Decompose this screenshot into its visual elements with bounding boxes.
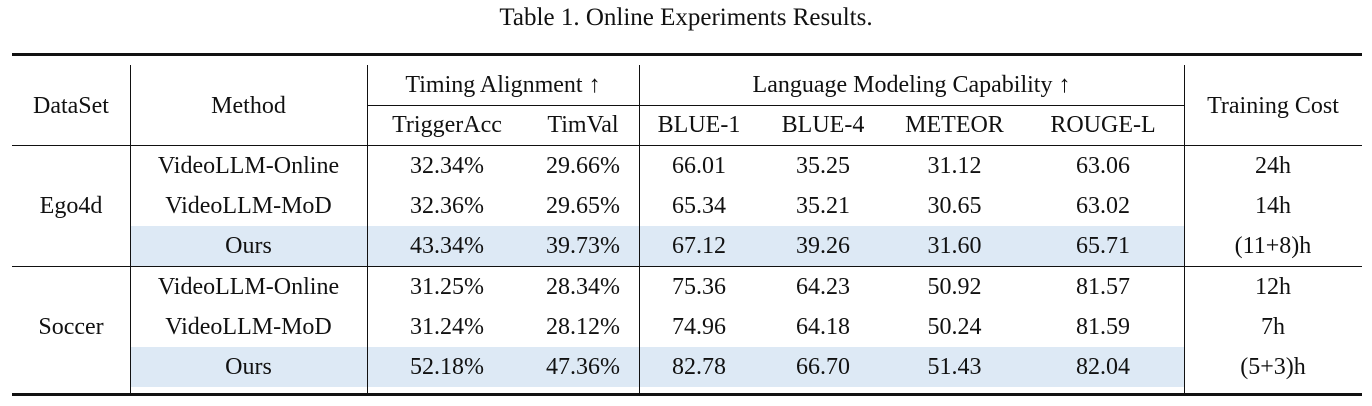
- header-rule: [12, 145, 1362, 146]
- metric-cell-meteor: 30.65: [927, 193, 982, 219]
- training-cost-cell: 7h: [1261, 314, 1285, 340]
- header-trigger-acc: TriggerAcc: [392, 111, 502, 138]
- metric-cell-timval: 47.36%: [546, 354, 620, 380]
- highlight-row-bg: [130, 347, 1184, 387]
- results-table: DataSet Method Timing Alignment ↑ Language …: [12, 53, 1362, 396]
- header-language-modeling: Language Modeling Capability ↑: [752, 72, 1071, 98]
- training-cost-cell: 24h: [1255, 153, 1291, 179]
- metric-cell-rouge-l: 65.71: [1076, 233, 1130, 259]
- dataset-label: Ego4d: [39, 193, 103, 219]
- metric-cell-trigger-acc: 32.34%: [410, 153, 484, 179]
- metric-cell-blue1: 75.36: [672, 274, 726, 300]
- metric-cell-rouge-l: 81.57: [1076, 274, 1130, 300]
- training-cost-cell: (5+3)h: [1240, 354, 1306, 380]
- metric-cell-meteor: 51.43: [927, 354, 982, 380]
- metric-cell-timval: 28.34%: [546, 274, 620, 300]
- training-cost-cell: 14h: [1255, 193, 1291, 219]
- metric-cell-blue1: 67.12: [672, 233, 726, 259]
- method-cell: VideoLLM-Online: [157, 274, 340, 300]
- metric-cell-timval: 28.12%: [546, 314, 620, 340]
- highlight-row-bg: [130, 226, 1184, 266]
- metric-cell-timval: 29.66%: [546, 153, 620, 179]
- method-cell: Ours: [225, 354, 272, 380]
- metric-cell-blue4: 35.21: [796, 193, 850, 219]
- metric-cell-blue4: 66.70: [796, 354, 850, 380]
- metric-cell-blue4: 39.26: [796, 233, 850, 259]
- header-dataset: DataSet: [33, 92, 109, 119]
- metric-cell-timval: 39.73%: [546, 233, 620, 259]
- metric-cell-trigger-acc: 32.36%: [410, 193, 484, 219]
- metric-cell-blue1: 66.01: [672, 153, 726, 179]
- metric-cell-meteor: 31.12: [927, 153, 982, 179]
- metric-cell-meteor: 50.24: [927, 314, 982, 340]
- metric-cell-blue1: 82.78: [672, 354, 726, 380]
- header-training-cost: Training Cost: [1207, 92, 1339, 119]
- metric-cell-blue1: 65.34: [672, 193, 726, 219]
- metric-cell-rouge-l: 82.04: [1076, 354, 1130, 380]
- metric-cell-rouge-l: 81.59: [1076, 314, 1130, 340]
- metric-cell-blue4: 64.23: [796, 274, 850, 300]
- top-rule: [12, 53, 1362, 56]
- metric-cell-timval: 29.65%: [546, 193, 620, 219]
- header-timing-alignment: Timing Alignment ↑: [405, 72, 601, 98]
- metric-cell-meteor: 31.60: [927, 233, 982, 259]
- header-timval: TimVal: [547, 111, 619, 138]
- group-separator-rule: [12, 266, 1362, 267]
- method-cell: VideoLLM-MoD: [165, 193, 332, 219]
- metric-cell-blue4: 35.25: [796, 153, 850, 179]
- header-rouge-l: ROUGE-L: [1050, 111, 1156, 138]
- training-cost-cell: 12h: [1255, 274, 1291, 300]
- bottom-rule: [12, 393, 1362, 396]
- method-cell: VideoLLM-MoD: [165, 314, 332, 340]
- method-cell: VideoLLM-Online: [157, 153, 340, 179]
- column-divider: [367, 65, 368, 393]
- table-caption: Table 1. Online Experiments Results.: [499, 4, 873, 31]
- method-cell: Ours: [225, 233, 272, 259]
- metric-cell-trigger-acc: 31.24%: [410, 314, 484, 340]
- group-header-rule: [367, 105, 1184, 106]
- metric-cell-trigger-acc: 31.25%: [410, 274, 484, 300]
- column-divider: [130, 65, 131, 393]
- training-cost-cell: (11+8)h: [1234, 233, 1312, 259]
- metric-cell-blue4: 64.18: [796, 314, 850, 340]
- header-blue4: BLUE-4: [781, 111, 865, 138]
- metric-cell-blue1: 74.96: [672, 314, 726, 340]
- header-blue1: BLUE-1: [657, 111, 741, 138]
- metric-cell-meteor: 50.92: [927, 274, 982, 300]
- metric-cell-trigger-acc: 43.34%: [410, 233, 484, 259]
- metric-cell-trigger-acc: 52.18%: [410, 354, 484, 380]
- metric-cell-rouge-l: 63.02: [1076, 193, 1130, 219]
- header-meteor: METEOR: [905, 111, 1004, 138]
- column-divider: [639, 65, 640, 393]
- column-divider: [1184, 65, 1185, 393]
- header-method: Method: [211, 92, 286, 119]
- dataset-label: Soccer: [38, 314, 104, 340]
- metric-cell-rouge-l: 63.06: [1076, 153, 1130, 179]
